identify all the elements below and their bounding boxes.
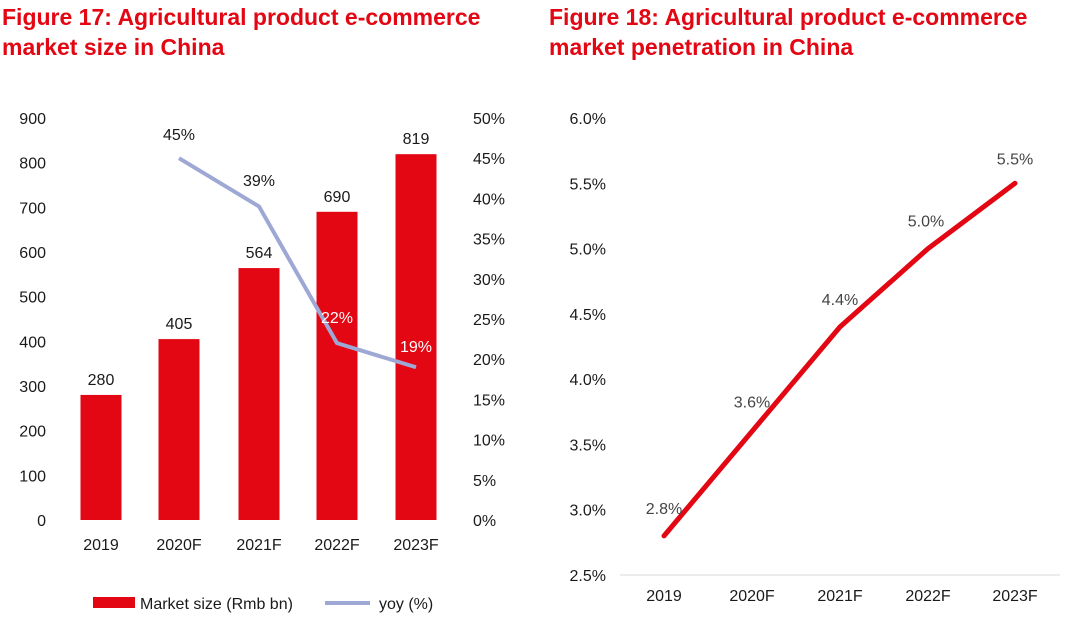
y-tick-label: 4.5% bbox=[570, 307, 606, 324]
bar bbox=[158, 339, 200, 520]
y-left-tick-label: 300 bbox=[19, 379, 46, 396]
y-left-tick-label: 0 bbox=[37, 513, 46, 530]
yoy-line bbox=[177, 156, 417, 370]
x-tick-label: 2023F bbox=[992, 588, 1038, 605]
x-tick-label: 2019 bbox=[83, 537, 119, 554]
y-right-tick-label: 0% bbox=[473, 513, 496, 530]
y-tick-label: 5.0% bbox=[570, 242, 606, 259]
figure17-chart: 0 100 200 300 400 500 600 700 800 900 0% 5% 10% 15% 20… bbox=[19, 111, 505, 613]
x-tick-label: 2021F bbox=[236, 537, 282, 554]
data-label: 5.0% bbox=[908, 214, 944, 231]
data-label: 3.6% bbox=[734, 394, 770, 411]
x-tick-label: 2022F bbox=[905, 588, 951, 605]
y-left-tick-label: 600 bbox=[19, 245, 46, 262]
bar bbox=[80, 394, 122, 520]
y-right-tick-label: 45% bbox=[473, 151, 505, 168]
bar bbox=[316, 211, 358, 521]
x-tick-label: 2021F bbox=[817, 588, 863, 605]
y-right-tick-label: 50% bbox=[473, 111, 505, 128]
y-right-tick-label: 40% bbox=[473, 191, 505, 208]
bar-value-label: 564 bbox=[246, 245, 273, 262]
bar-value-label: 405 bbox=[166, 316, 193, 333]
data-label: 5.5% bbox=[997, 151, 1033, 168]
y-right-tick-label: 5% bbox=[473, 473, 496, 490]
x-tick-label: 2020F bbox=[729, 588, 775, 605]
bar bbox=[238, 268, 280, 520]
figure17-title: Figure 17: Agricultural product e-commer… bbox=[2, 4, 481, 60]
y-left-tick-label: 700 bbox=[19, 200, 46, 217]
y-right-tick-label: 10% bbox=[473, 433, 505, 450]
figure18-title: Figure 18: Agricultural product e-commer… bbox=[549, 4, 1028, 60]
legend-label-market-size: Market size (Rmb bn) bbox=[140, 596, 293, 613]
bar-value-label: 280 bbox=[88, 372, 115, 389]
y-right-tick-label: 35% bbox=[473, 232, 505, 249]
x-tick-label: 2019 bbox=[646, 588, 682, 605]
data-label: 2.8% bbox=[646, 501, 682, 518]
y-right-tick-label: 30% bbox=[473, 272, 505, 289]
legend-swatch-bar bbox=[93, 597, 135, 608]
penetration-line bbox=[661, 180, 1018, 539]
y-left-tick-label: 400 bbox=[19, 334, 46, 351]
yoy-value-label: 45% bbox=[163, 127, 195, 144]
bar-value-label: 819 bbox=[403, 131, 430, 148]
yoy-value-label: 39% bbox=[243, 173, 275, 190]
y-tick-label: 5.5% bbox=[570, 176, 606, 193]
x-tick-label: 2020F bbox=[156, 537, 202, 554]
y-tick-label: 3.0% bbox=[570, 503, 606, 520]
yoy-value-label: 22% bbox=[321, 310, 353, 327]
y-left-tick-label: 800 bbox=[19, 156, 46, 173]
bar bbox=[395, 154, 437, 520]
y-left-tick-label: 100 bbox=[19, 468, 46, 485]
bar-value-label: 690 bbox=[324, 189, 351, 206]
data-label: 4.4% bbox=[822, 292, 858, 309]
y-right-tick-label: 25% bbox=[473, 312, 505, 329]
y-left-tick-label: 900 bbox=[19, 111, 46, 128]
y-left-tick-label: 500 bbox=[19, 290, 46, 307]
x-tick-label: 2023F bbox=[393, 537, 439, 554]
y-tick-label: 6.0% bbox=[570, 111, 606, 128]
yoy-value-label: 19% bbox=[400, 339, 432, 356]
x-tick-label: 2022F bbox=[314, 537, 360, 554]
legend-label-yoy: yoy (%) bbox=[379, 596, 433, 613]
y-right-tick-label: 15% bbox=[473, 392, 505, 409]
y-left-tick-label: 200 bbox=[19, 424, 46, 441]
y-tick-label: 2.5% bbox=[570, 568, 606, 585]
y-right-tick-label: 20% bbox=[473, 352, 505, 369]
y-tick-label: 4.0% bbox=[570, 372, 606, 389]
y-tick-label: 3.5% bbox=[570, 437, 606, 454]
